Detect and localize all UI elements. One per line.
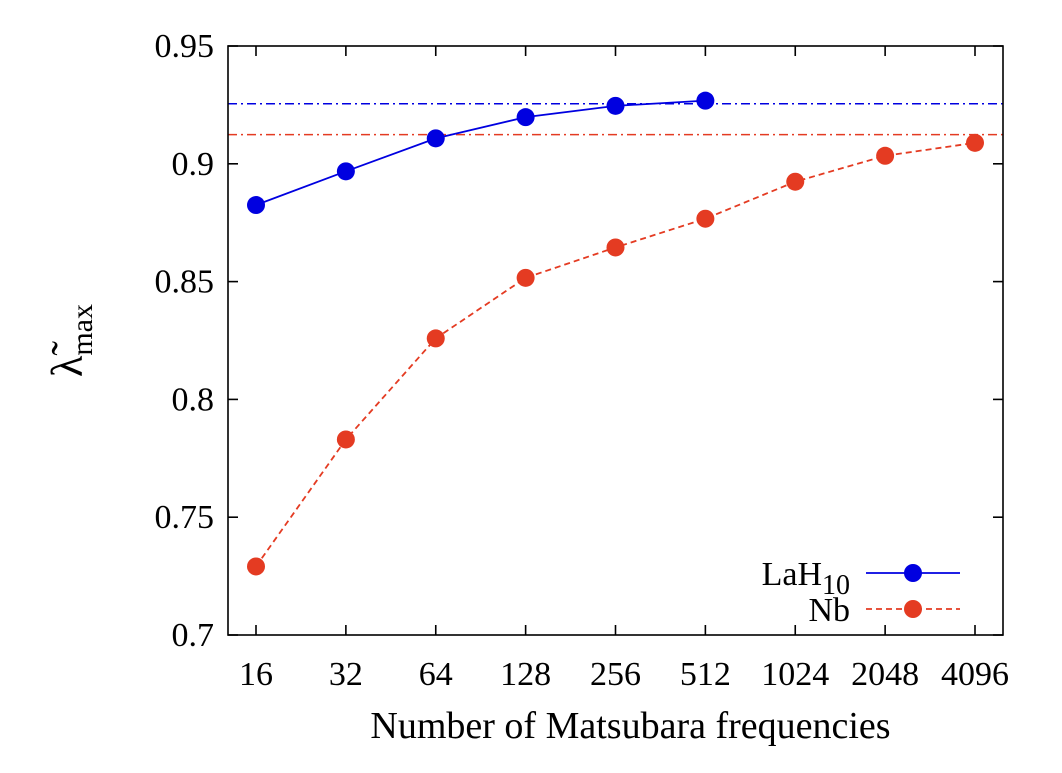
series-nb	[247, 133, 984, 576]
y-tick-label: 0.95	[155, 28, 215, 65]
y-tick-label: 0.9	[172, 146, 215, 183]
axis-ticks	[228, 45, 1003, 636]
series-lah	[247, 91, 715, 215]
data-point	[516, 108, 535, 127]
series-layer	[247, 91, 984, 576]
legend-marker	[904, 564, 922, 582]
x-tick-label: 512	[680, 656, 731, 693]
data-point	[966, 133, 984, 152]
y-tick-label: 0.8	[172, 381, 215, 418]
x-tick-label: 64	[419, 656, 453, 693]
y-tick-label: 0.85	[155, 264, 215, 301]
data-point	[606, 238, 625, 257]
legend-label: Nb	[808, 592, 850, 629]
x-tick-label: 256	[590, 656, 641, 693]
x-tick-label: 16	[239, 656, 273, 693]
x-tick-label: 128	[500, 656, 551, 693]
y-axis-title: λ̃max	[43, 304, 99, 377]
data-point	[786, 172, 805, 191]
data-point	[696, 91, 715, 110]
legend-marker	[904, 600, 922, 618]
data-point	[516, 268, 535, 287]
y-axis-subscript: max	[66, 304, 99, 356]
data-point	[247, 196, 265, 215]
x-tick-label: 32	[329, 656, 363, 693]
x-axis-title: Number of Matsubara frequencies	[370, 705, 890, 747]
x-tick-label: 2048	[851, 656, 919, 693]
series-line	[255, 99, 706, 206]
legend-label-subscript: 10	[822, 570, 850, 601]
data-point	[876, 146, 895, 165]
x-tick-label: 4096	[941, 656, 1009, 693]
data-point	[336, 162, 355, 181]
axis-labels: 0.7 0.75 0.8 0.85 0.9 0.95 16 32 64 128 256 512 1024…	[155, 28, 1010, 693]
y-tick-label: 0.7	[172, 617, 215, 654]
x-tick-label: 1024	[761, 656, 829, 693]
data-point	[247, 557, 265, 576]
data-point	[426, 329, 445, 348]
series-line	[255, 141, 976, 567]
y-tick-label: 0.75	[155, 499, 215, 536]
legend-label: LaH10	[762, 556, 850, 601]
data-point	[426, 129, 445, 148]
data-point	[606, 96, 625, 115]
legend-label-main: LaH	[762, 556, 822, 593]
data-point	[336, 430, 355, 449]
data-point	[696, 209, 715, 228]
